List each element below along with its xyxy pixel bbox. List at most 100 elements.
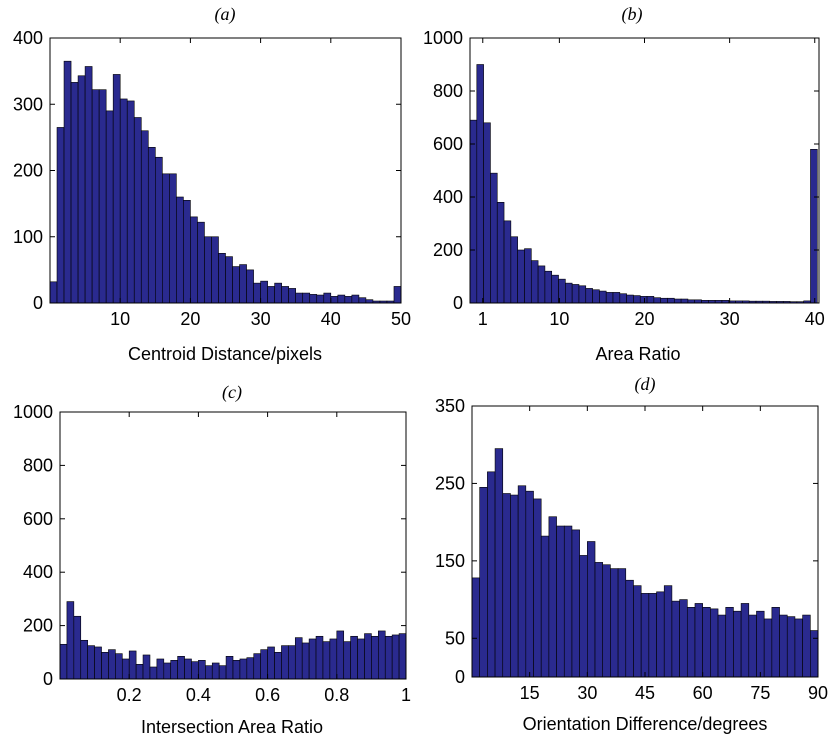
panel-a-bar — [70, 82, 79, 304]
panel-b-bar — [530, 260, 539, 304]
panel-b-bar — [810, 149, 818, 304]
panel-a-ytick-label: 400 — [13, 28, 43, 48]
panel-b-bar — [551, 274, 559, 304]
panel-d-bar — [587, 541, 596, 678]
panel-c-bar — [108, 649, 116, 680]
panel-a-bar — [267, 286, 275, 304]
panel-b-ytick-label: 0 — [453, 293, 463, 313]
panel-d-bar — [602, 564, 611, 678]
panel-c-xtick-label: 0.4 — [186, 685, 211, 705]
panel-c-bar — [149, 666, 158, 680]
panel-d-bar — [740, 603, 750, 678]
panel-d-title: (d) — [635, 374, 656, 395]
panel-c-ticks: 0 200 400 600 800 1000 0.2 0.4 0.6 0.8 1 — [13, 402, 411, 705]
panel-a-ytick-label: 0 — [33, 293, 43, 313]
panel-d-bar — [579, 555, 588, 678]
panel-a-bar — [77, 75, 86, 304]
panel-a-bar — [309, 294, 318, 304]
panel-c-bar — [135, 664, 144, 680]
panel-d-ytick-label: 350 — [435, 396, 465, 416]
panel-a-bar — [197, 221, 205, 304]
panel-d-bar — [710, 608, 719, 678]
panel-d-ticks: 0 50 150 250 350 15 30 45 60 75 90 — [435, 396, 828, 703]
panel-b: (b) 0 200 400 600 800 1000 1 10 20 30 40 Area Rati… — [423, 4, 825, 364]
panel-a-bar — [98, 89, 107, 304]
panel-c-xlabel: Intersection Area Ratio — [141, 717, 323, 737]
panel-c-bar — [343, 641, 351, 680]
panel-c-bar — [225, 656, 234, 680]
panel-b-title: (b) — [622, 4, 643, 25]
panel-d-bar — [725, 607, 734, 678]
panel-a-bar — [274, 282, 282, 304]
panel-b-bar — [599, 290, 607, 304]
panel-a-bar — [253, 282, 261, 304]
panel-a-bar — [105, 110, 114, 304]
panel-d-bar — [533, 498, 542, 678]
panel-d-ytick-label: 50 — [445, 628, 465, 648]
panel-d-bar — [617, 568, 627, 678]
panel-b-bar — [633, 295, 641, 304]
panel-c-bar — [156, 658, 165, 680]
panel-b-bar — [680, 298, 689, 304]
panel-a-bar — [281, 286, 289, 304]
panel-d-bar — [517, 485, 527, 678]
panel-a-bar — [183, 200, 191, 304]
panel-d-bar — [625, 579, 634, 678]
panel-c-bar — [253, 653, 261, 680]
panel-c-bar — [391, 634, 400, 680]
panel-d-bar — [571, 529, 580, 678]
panel-d-xtick-label: 75 — [750, 683, 770, 703]
panel-a-bar — [147, 147, 156, 304]
panel-a: (a) 0 100 200 300 400 10 20 30 40 50 Centroid Dis… — [13, 4, 411, 364]
panel-c-bar — [350, 635, 358, 680]
panel-c-bar — [336, 630, 345, 680]
panel-c-xtick-label: 0.8 — [324, 685, 349, 705]
panel-d-bar — [671, 600, 680, 678]
panel-b-bar — [537, 265, 546, 304]
panel-a-bar — [295, 292, 304, 304]
panel-d-ytick-label: 250 — [435, 473, 465, 493]
panel-b-bar — [496, 202, 505, 304]
panel-a-bar — [176, 196, 184, 304]
panel-c-bar — [329, 638, 338, 680]
panel-a-bar — [232, 266, 240, 304]
panel-c-xtick-label: 0.2 — [117, 685, 142, 705]
panel-d-bar — [779, 614, 788, 678]
panel-d-bar — [694, 603, 703, 678]
panel-b-bar — [503, 220, 512, 304]
panel-c-bar — [232, 660, 241, 680]
panel-b-xtick-label: 10 — [549, 309, 569, 329]
panel-c-bar — [364, 633, 372, 680]
panel-c-bar — [239, 658, 248, 680]
panel-a-bar — [119, 98, 128, 304]
panel-d-bar — [494, 448, 504, 678]
panel-a-bar — [323, 292, 332, 304]
panel-c-bar — [184, 658, 192, 680]
panel-b-bar — [673, 298, 682, 304]
panel-c-bar — [246, 657, 255, 680]
panel-a-bar — [344, 296, 353, 304]
panel-b-ytick-label: 1000 — [423, 28, 463, 48]
panel-c-bars — [59, 601, 407, 680]
panel-a-title: (a) — [215, 4, 236, 25]
panel-b-ytick-label: 600 — [433, 134, 463, 154]
panel-a-bar — [91, 89, 100, 304]
panel-d-bars — [471, 448, 819, 678]
panel-a-bar — [211, 236, 219, 304]
panel-a-ytick-label: 200 — [13, 161, 43, 181]
panel-d-bar — [556, 525, 565, 678]
panel-b-bar — [490, 172, 498, 304]
panel-a-bar — [112, 74, 121, 304]
panel-d-bar — [679, 599, 688, 678]
panel-c-bar — [66, 601, 75, 680]
panel-c-bar — [211, 662, 220, 680]
panel-b-bar — [653, 297, 661, 304]
panel-a-bar — [337, 294, 346, 304]
panel-a-bar — [63, 60, 72, 304]
panel-d-bar — [733, 610, 742, 678]
panel-c-bar — [301, 642, 310, 680]
panel-d-bar — [563, 525, 573, 678]
panel-b-bar — [667, 297, 675, 304]
panel-b-xtick-label: 1 — [478, 309, 488, 329]
